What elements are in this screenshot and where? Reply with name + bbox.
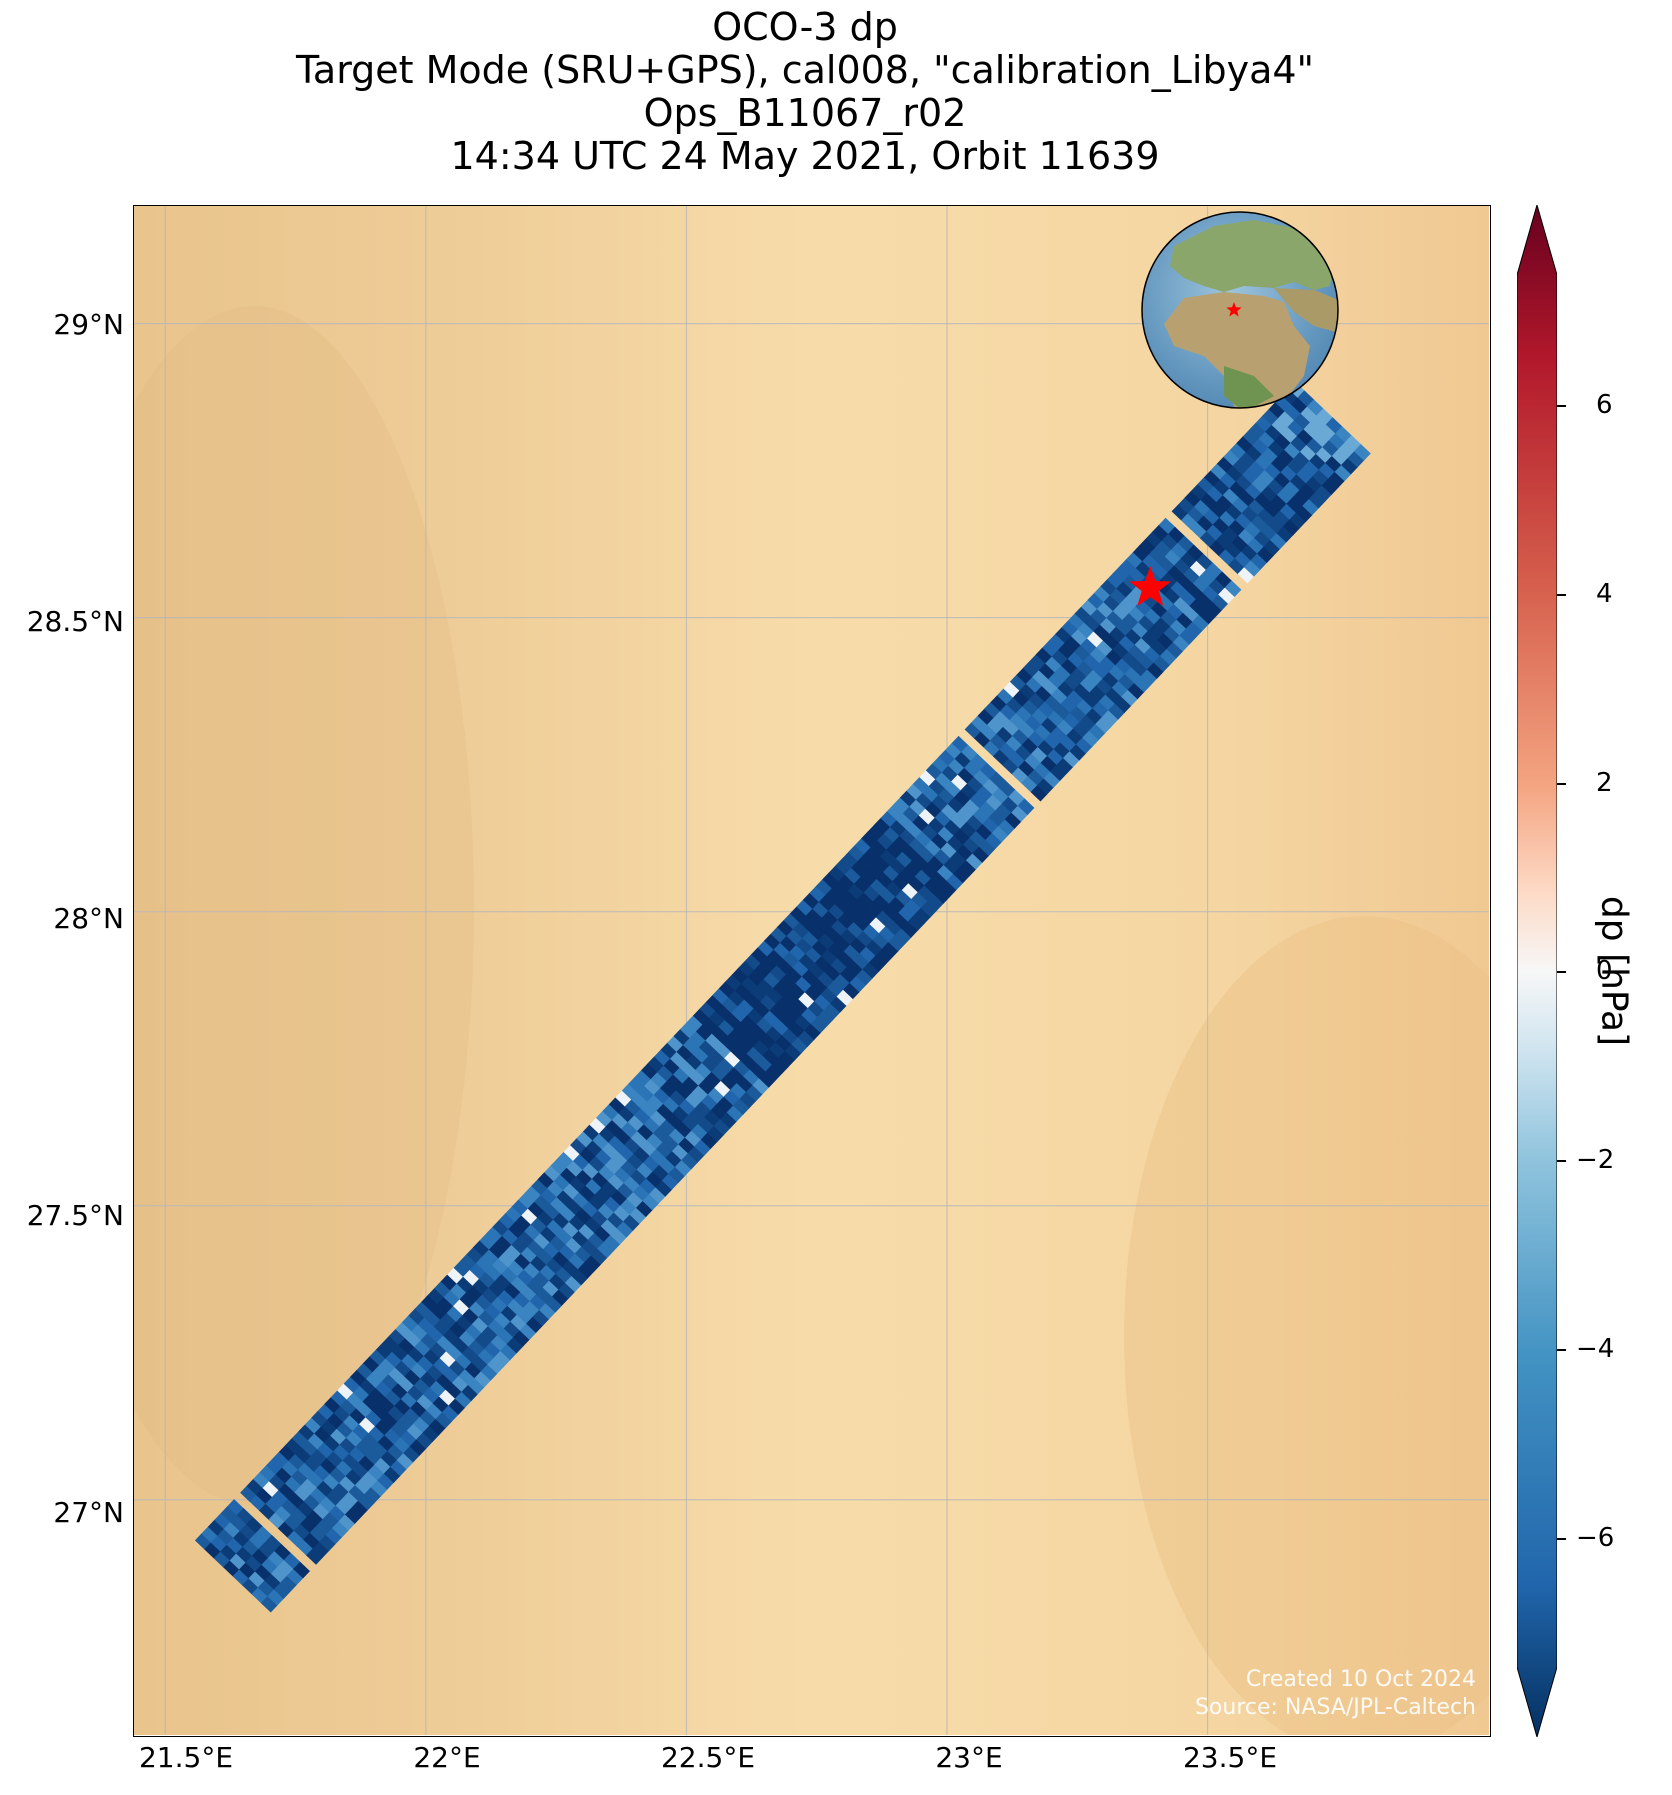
central-africa-vegetation [1224,366,1274,408]
credit-line-1: Created 10 Oct 2024 [1245,1667,1476,1692]
colorbar-tick [1557,1349,1566,1351]
colorbar-tick-label: −4 [1576,1334,1615,1364]
colorbar-tick [1557,783,1566,785]
globe-star-icon [1226,302,1242,317]
arabia-landmass [1274,288,1338,336]
europe-landmass [1170,220,1334,292]
colorbar-gradient [1517,205,1557,1737]
lat-tick-label: 27°N [53,1496,124,1529]
credit-line-2: Source: NASA/JPL-Caltech [1194,1695,1476,1720]
colorbar-tick [1557,1160,1566,1162]
title-line-2: Target Mode (SRU+GPS), cal008, "calibrat… [295,48,1315,92]
colorbar-label: dp [hPa] [1593,895,1635,1047]
lon-tick-label: 23°E [935,1741,1003,1774]
lon-tick-label: 22°E [413,1741,481,1774]
lon-tick-label: 22.5°E [660,1741,756,1774]
lat-tick-label: 27.5°N [26,1199,124,1232]
lon-tick-label: 21.5°E [138,1741,234,1774]
title-line-1: OCO-3 dp [712,5,898,49]
colorbar-tick [1557,405,1566,407]
colorbar-tick [1557,971,1566,973]
globe-inset [1141,211,1339,409]
colorbar-tick-label: −6 [1576,1523,1615,1553]
swath-footprint [1224,580,1242,598]
dp-swath [194,381,1371,1613]
lat-tick-label: 29°N [53,308,124,341]
swath-footprint [1017,798,1035,816]
swath-footprint [293,1561,310,1579]
figure-title: OCO-3 dp Target Mode (SRU+GPS), cal008, … [0,6,1610,178]
colorbar-tick-label: 6 [1596,390,1613,420]
sand-sea-shading [1124,916,1489,1735]
colorbar-tick [1557,1538,1566,1540]
africa-landmass [1164,292,1310,408]
map-panel[interactable]: Created 10 Oct 2024 Source: NASA/JPL-Cal… [133,205,1491,1737]
target-marker [1129,566,1172,606]
target-star-icon [1129,566,1172,606]
lat-tick-label: 28°N [53,902,124,935]
lon-tick-label: 23.5°E [1182,1741,1278,1774]
colorbar-tick-label: −2 [1576,1145,1615,1175]
title-line-4: 14:34 UTC 24 May 2021, Orbit 11639 [450,134,1160,178]
globe-outline [1141,211,1339,409]
colorbar-tick-label: 0 [1596,956,1613,986]
lat-tick-label: 28.5°N [26,605,124,638]
colorbar-tick [1557,594,1566,596]
credit-text: Created 10 Oct 2024 Source: NASA/JPL-Cal… [1195,1666,1476,1722]
swath-footprint [1354,444,1371,461]
title-line-3: Ops_B11067_r02 [643,91,967,135]
colorbar-tick-label: 2 [1596,768,1613,798]
map-canvas [134,206,1489,1735]
colorbar [1517,205,1557,1737]
colorbar-tick-label: 4 [1596,579,1613,609]
